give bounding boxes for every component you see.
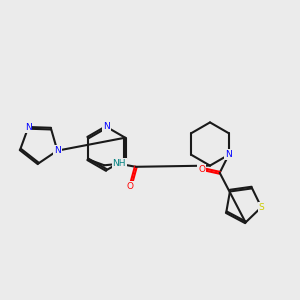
Text: N: N: [103, 122, 110, 131]
Text: O: O: [198, 165, 205, 174]
Text: O: O: [126, 182, 133, 191]
Text: S: S: [258, 203, 264, 212]
Text: N: N: [25, 123, 32, 132]
Text: N: N: [225, 150, 232, 159]
Text: N: N: [54, 146, 61, 155]
Text: NH: NH: [112, 159, 126, 168]
